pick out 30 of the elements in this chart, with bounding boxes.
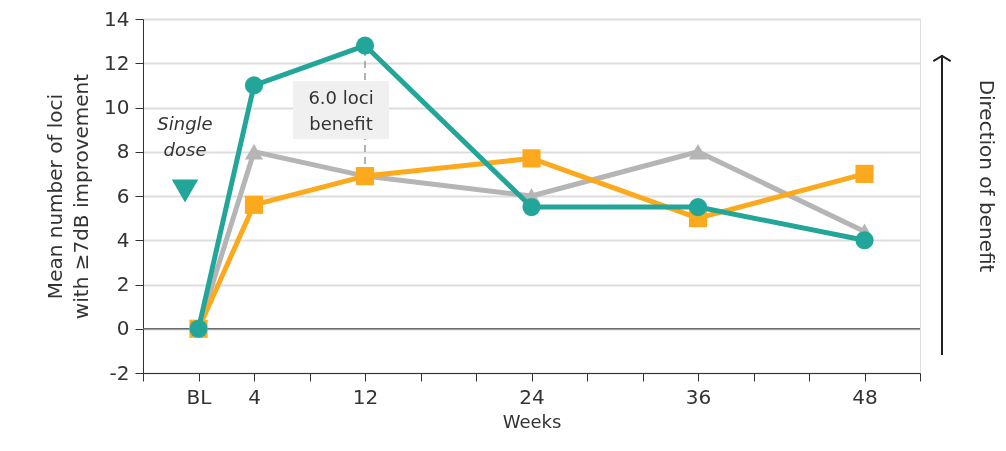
point [688, 198, 708, 217]
y-tick-label: 10 [104, 95, 130, 119]
x-tick-label: 48 [852, 384, 878, 409]
annotation: 6.0 loci benefit [308, 87, 374, 134]
point [355, 36, 375, 55]
y-tick-label: 2 [116, 272, 130, 296]
point [688, 143, 708, 160]
x-tick-label: 36 [685, 384, 712, 409]
point [244, 143, 264, 160]
point [522, 198, 541, 217]
x-tick-label: BL [186, 384, 213, 409]
x-tick-label: 12 [352, 384, 379, 409]
point [244, 195, 264, 214]
y-tick-label: 6 [116, 183, 130, 208]
y-tick-label: -2 [109, 360, 130, 385]
annotation: Single dose [157, 113, 213, 160]
text: Direction of benefit [975, 79, 999, 273]
point [855, 231, 874, 250]
point [522, 149, 541, 168]
y-tick-label: 14 [104, 6, 130, 31]
y-tick-label: 8 [116, 139, 130, 164]
point [855, 164, 874, 183]
x-axis-title: Weeks [502, 410, 562, 432]
y-tick-label: 4 [116, 227, 130, 252]
x-tick-label: 4 [248, 384, 261, 409]
y-tick-label: 0 [116, 316, 130, 341]
x-tick-label: 24 [519, 384, 545, 409]
y-tick-label: 12 [104, 50, 130, 75]
y-axis-title: Mean number of loci with ≥7dB improvement [43, 73, 94, 320]
point [244, 76, 264, 95]
